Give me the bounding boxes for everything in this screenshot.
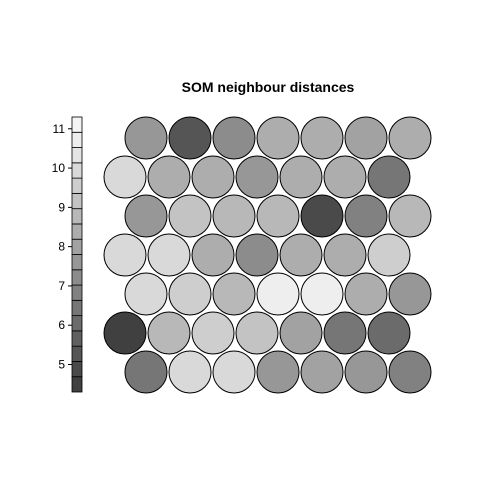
scale-tick-label: 10 <box>52 161 66 175</box>
som-node <box>256 194 300 238</box>
som-node <box>212 272 256 316</box>
color-scale: 5 6 7 8 9 10 11 <box>52 116 83 393</box>
scale-cell <box>71 208 83 225</box>
scale-tick-label: 9 <box>58 200 65 214</box>
scale-cell <box>71 269 83 286</box>
scale-tick-label: 8 <box>58 240 65 254</box>
som-node <box>147 311 191 355</box>
scale-cell <box>71 376 83 393</box>
som-node <box>388 350 432 394</box>
scale-tick-label: 6 <box>58 318 65 332</box>
som-node <box>235 155 279 199</box>
som-node <box>256 350 300 394</box>
som-node <box>344 272 388 316</box>
som-node <box>344 116 388 160</box>
som-node <box>191 311 235 355</box>
scale-cell <box>71 284 83 301</box>
som-node <box>344 194 388 238</box>
som-node <box>388 116 432 160</box>
scale-tick-label: 11 <box>53 122 66 136</box>
som-node <box>300 116 344 160</box>
scale-cell <box>71 223 83 240</box>
som-node <box>212 194 256 238</box>
scale-cell <box>71 238 83 255</box>
som-node <box>279 311 323 355</box>
som-node <box>300 350 344 394</box>
som-node <box>168 116 212 160</box>
scale-tick-label: 7 <box>58 279 65 293</box>
som-node <box>256 272 300 316</box>
scale-cell <box>71 192 83 210</box>
som-node <box>147 233 191 277</box>
som-node <box>367 311 411 355</box>
som-node <box>103 233 147 277</box>
som-node <box>256 116 300 160</box>
som-node <box>235 233 279 277</box>
som-node <box>191 233 235 277</box>
som-node <box>168 194 212 238</box>
scale-cell <box>71 116 83 133</box>
scale-cell <box>71 330 83 347</box>
som-node <box>147 155 191 199</box>
som-node <box>323 311 367 355</box>
som-node <box>300 272 344 316</box>
som-node <box>191 155 235 199</box>
scale-cell <box>71 147 83 164</box>
som-node <box>124 350 168 394</box>
som-node <box>103 311 147 355</box>
som-node <box>124 194 168 238</box>
som-node <box>367 155 411 199</box>
som-node <box>212 116 256 160</box>
node-grid <box>103 116 432 394</box>
scale-tick-label: 5 <box>58 358 65 372</box>
som-node <box>388 272 432 316</box>
som-node <box>344 350 388 394</box>
scale-cell <box>71 315 83 332</box>
som-node <box>279 155 323 199</box>
scale-cell <box>71 254 83 271</box>
som-node <box>103 155 147 199</box>
som-node <box>367 233 411 277</box>
scale-cell <box>71 131 83 148</box>
scale-cell <box>71 162 83 179</box>
som-node <box>323 233 367 277</box>
som-node <box>168 272 212 316</box>
som-node <box>212 350 256 394</box>
som-node <box>323 155 367 199</box>
som-node <box>235 311 279 355</box>
som-node <box>279 233 323 277</box>
som-node <box>168 350 212 394</box>
scale-cell <box>71 345 83 362</box>
scale-cell <box>71 361 83 378</box>
som-node <box>124 272 168 316</box>
scale-cell <box>71 177 83 194</box>
som-node <box>124 116 168 160</box>
som-node <box>300 194 344 238</box>
som-node <box>388 194 432 238</box>
scale-cell <box>71 299 83 317</box>
chart-title: SOM neighbour distances <box>182 79 355 95</box>
